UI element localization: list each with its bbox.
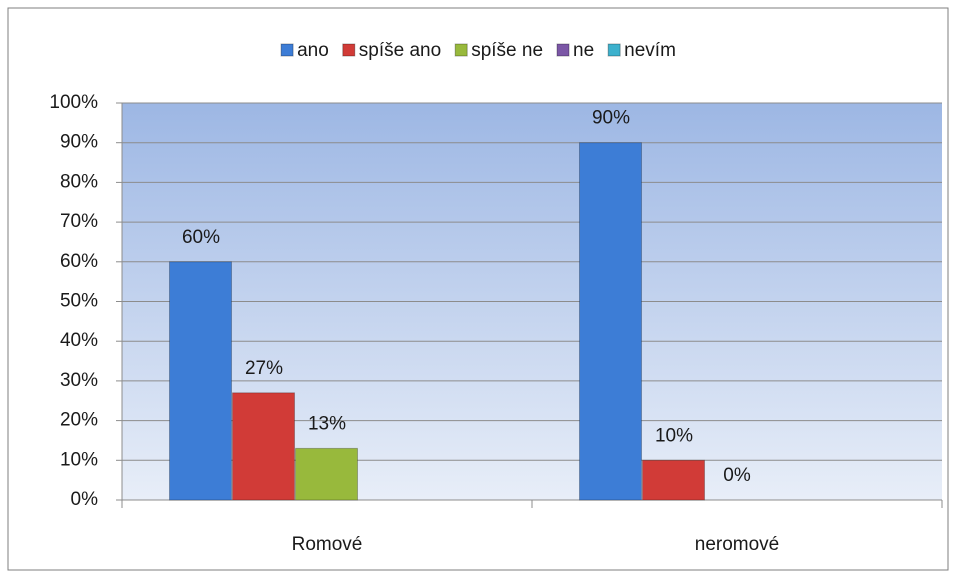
data-label: 13% [308, 413, 346, 434]
legend-swatch [280, 43, 294, 57]
legend-label: spíše ano [359, 40, 441, 61]
y-tick-label: 60% [60, 251, 98, 272]
y-tick-label: 0% [71, 489, 99, 510]
bar [579, 142, 642, 501]
y-tick-label: 40% [60, 330, 98, 351]
data-label: 90% [592, 108, 630, 129]
x-tick-label: Romové [292, 534, 363, 555]
x-tick-label: neromové [695, 534, 780, 555]
data-label: 10% [655, 425, 693, 446]
y-tick-label: 30% [60, 370, 98, 391]
legend-swatch [342, 43, 356, 57]
bar [169, 261, 232, 501]
legend-swatch [454, 43, 468, 57]
data-label: 27% [245, 358, 283, 379]
legend-swatch [556, 43, 570, 57]
bar [232, 392, 295, 501]
legend-label: spíše ne [471, 40, 543, 61]
data-label: 0% [723, 465, 751, 486]
y-tick-label: 10% [60, 449, 98, 470]
y-tick-label: 50% [60, 291, 98, 312]
bar [642, 459, 705, 501]
bar [295, 447, 358, 501]
legend-label: ne [573, 40, 594, 61]
y-tick-label: 70% [60, 211, 98, 232]
legend-swatch [607, 43, 621, 57]
data-label: 60% [182, 227, 220, 248]
legend-label: ano [297, 40, 329, 61]
y-tick-label: 80% [60, 171, 98, 192]
y-tick-label: 100% [49, 92, 98, 113]
y-tick-label: 90% [60, 132, 98, 153]
y-tick-label: 20% [60, 410, 98, 431]
legend-label: nevím [624, 40, 676, 61]
